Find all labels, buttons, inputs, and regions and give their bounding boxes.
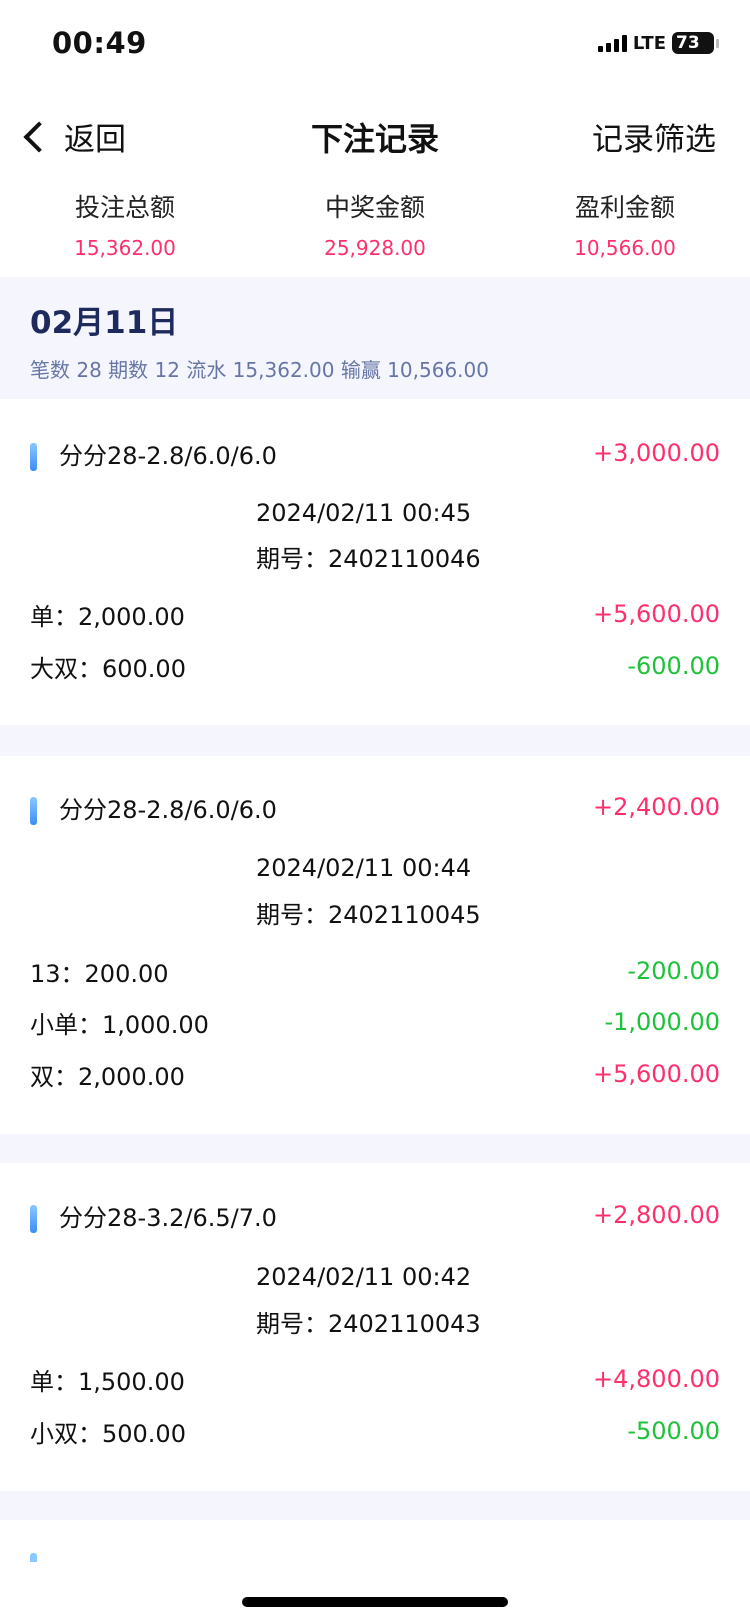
record-issue: 期号：2402110046 [256,545,481,573]
record-name: 分分28-2.8/6.0/6.0 [30,790,277,825]
bet-row: 13：200.00 -200.00 [30,954,720,988]
bet-result: -1,000.00 [604,1008,720,1036]
accent-bar-icon [30,1553,37,1562]
record-card[interactable]: 分分28-3.2/6.5/7.0 +2,800.00 2024/02/11 00:… [0,1163,750,1491]
accent-bar-icon [30,796,37,825]
day-date: 02月11日 [30,305,179,341]
bet-label: 小双：500.00 [30,1419,186,1448]
back-label: 返回 [64,122,126,158]
bet-row: 单：1,500.00 +4,800.00 [30,1362,720,1396]
bet-result: +5,600.00 [593,1060,720,1088]
record-name: 分分28-3.2/6.5/7.0 [30,1198,277,1233]
accent-bar-icon [30,1204,37,1233]
bet-row: 单：2,000.00 +5,600.00 [30,597,720,631]
status-time: 00:49 [52,26,147,60]
divider [0,1134,750,1163]
back-button[interactable]: 返回 [18,114,126,159]
bet-result: +5,600.00 [593,600,720,628]
day-header: 02月11日 笔数 28 期数 12 流水 15,362.00 输赢 10,56… [0,277,750,399]
bet-label: 小单：1,000.00 [30,1010,209,1039]
chevron-left-icon [23,120,55,153]
summary-label: 投注总额 [74,193,175,222]
network-type: LTE [632,32,666,54]
bet-row: 小双：500.00 -500.00 [30,1414,720,1448]
record-name-text: 分分28-2.8/6.0/6.0 [59,441,277,470]
record-issue: 期号：2402110043 [256,1310,481,1338]
bet-result: -200.00 [627,957,720,985]
summary-value: 10,566.00 [574,236,676,260]
record-name-text: 分分28-3.2/6.5/7.0 [59,1203,277,1232]
bet-result: -500.00 [627,1417,720,1445]
bet-row: 小单：1,000.00 -1,000.00 [30,1005,720,1039]
summary-value: 15,362.00 [74,236,176,260]
bet-result: -600.00 [627,652,720,680]
divider [0,1491,750,1520]
summary-label: 盈利金额 [574,193,675,222]
bet-row: 大双：600.00 -600.00 [30,649,720,683]
signal-icon [597,34,627,52]
bet-row: 双：2,000.00 +5,600.00 [30,1057,720,1091]
bet-label: 大双：600.00 [30,654,186,683]
record-time: 2024/02/11 00:44 [256,854,472,882]
bet-label: 双：2,000.00 [30,1062,185,1091]
battery-icon: 73 [672,32,719,54]
summary-label: 中奖金额 [324,193,425,222]
record-time: 2024/02/11 00:42 [256,1263,472,1291]
bet-label: 单：2,000.00 [30,602,185,631]
summary-profit: 盈利金额 10,566.00 [500,188,750,260]
record-card[interactable]: 分分28-2.8/6.0/6.0 +2,400.00 2024/02/11 00:… [0,756,750,1134]
summary-winnings: 中奖金额 25,928.00 [250,188,500,260]
record-time: 2024/02/11 00:45 [256,499,472,527]
status-indicators: LTE 73 [597,32,719,54]
summary: 投注总额 15,362.00 中奖金额 25,928.00 盈利金额 10,566.0… [0,188,750,260]
record-name-text: 分分28-2.8/6.0/6.0 [59,795,277,824]
record-profit: +2,800.00 [593,1201,720,1229]
day-stats: 笔数 28 期数 12 流水 15,362.00 输赢 10,566.00 [30,358,489,382]
record-card[interactable]: 分分28-2.8/6.0/6.0 +3,000.00 2024/02/11 00:… [0,399,750,725]
bet-label: 单：1,500.00 [30,1367,185,1396]
summary-total-bet: 投注总额 15,362.00 [0,188,250,260]
home-indicator[interactable] [242,1597,508,1607]
divider [0,725,750,756]
bet-label: 13：200.00 [30,959,169,988]
nav-bar: 返回 下注记录 记录筛选 [0,108,750,158]
record-profit: +2,400.00 [593,793,720,821]
record-issue: 期号：2402110045 [256,901,481,929]
summary-value: 25,928.00 [324,236,426,260]
filter-button[interactable]: 记录筛选 [592,122,716,158]
record-profit: +3,000.00 [593,439,720,467]
bet-result: +4,800.00 [593,1365,720,1393]
record-name: 分分28-2.8/6.0/6.0 [30,436,277,471]
accent-bar-icon [30,442,37,471]
